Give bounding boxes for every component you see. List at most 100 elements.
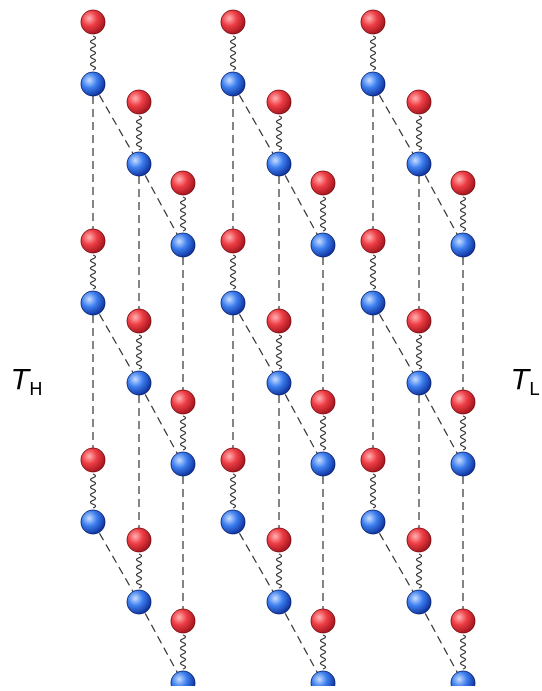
blue-atom	[406, 151, 432, 177]
red-atom	[80, 228, 106, 254]
spring	[415, 553, 423, 589]
bond-diagonal	[418, 163, 464, 246]
red-atom	[220, 228, 246, 254]
bond-lines	[92, 83, 464, 684]
bond-diagonal	[232, 83, 280, 165]
bond-diagonal	[92, 521, 140, 603]
red-atom	[360, 447, 386, 473]
spring	[89, 35, 97, 71]
spring	[319, 196, 327, 232]
red-atom	[310, 170, 336, 196]
spring	[459, 196, 467, 232]
blue-atom	[406, 370, 432, 396]
spring	[135, 553, 143, 589]
blue-atom	[310, 232, 336, 258]
cold-reservoir-label: TL	[512, 363, 540, 400]
blue-atom	[220, 290, 246, 316]
red-atom	[450, 608, 476, 634]
bond-diagonal	[418, 382, 464, 465]
red-atom	[406, 89, 432, 115]
bond-diagonal	[372, 302, 420, 384]
red-atom	[220, 447, 246, 473]
hot-reservoir-label: TH	[12, 363, 43, 400]
bond-diagonal	[92, 83, 140, 165]
red-atom	[310, 389, 336, 415]
bond-diagonal	[372, 521, 420, 603]
blue-atom	[170, 451, 196, 477]
spring	[179, 196, 187, 232]
blue-atom	[80, 290, 106, 316]
blue-atom	[360, 290, 386, 316]
bond-diagonal	[232, 302, 280, 384]
bond-diagonal	[232, 521, 280, 603]
red-atom	[170, 608, 196, 634]
spring	[415, 115, 423, 151]
blue-atom	[450, 451, 476, 477]
blue-atom	[126, 589, 152, 615]
spring	[275, 115, 283, 151]
blue-atom	[266, 370, 292, 396]
spring	[369, 254, 377, 290]
blue-atom	[310, 451, 336, 477]
spring	[135, 115, 143, 151]
blue-atom	[170, 670, 196, 691]
red-atom	[170, 389, 196, 415]
blue-atom	[266, 589, 292, 615]
blue-atom	[310, 670, 336, 691]
spring	[459, 415, 467, 451]
red-atom	[80, 447, 106, 473]
bond-diagonal	[278, 163, 324, 246]
spring	[369, 473, 377, 509]
red-atom	[310, 608, 336, 634]
blue-atom	[80, 71, 106, 97]
red-atom	[406, 527, 432, 553]
bond-diagonal	[418, 601, 464, 684]
red-atom	[220, 9, 246, 35]
blue-atom	[406, 589, 432, 615]
spring	[319, 415, 327, 451]
red-atom	[80, 9, 106, 35]
blue-atom	[126, 151, 152, 177]
blue-atom	[266, 151, 292, 177]
red-atom	[126, 89, 152, 115]
spring	[89, 473, 97, 509]
red-atom	[126, 308, 152, 334]
spring	[89, 254, 97, 290]
red-atom	[406, 308, 432, 334]
red-atom	[266, 308, 292, 334]
red-atom	[360, 9, 386, 35]
red-atom	[266, 527, 292, 553]
bond-diagonal	[372, 83, 420, 165]
blue-atom	[360, 509, 386, 535]
spring	[229, 254, 237, 290]
blue-atom	[80, 509, 106, 535]
bond-diagonal	[138, 163, 184, 246]
blue-atom	[126, 370, 152, 396]
spring	[319, 634, 327, 670]
red-atom	[170, 170, 196, 196]
spring	[275, 553, 283, 589]
spring	[179, 634, 187, 670]
spring	[369, 35, 377, 71]
spring	[179, 415, 187, 451]
red-atom	[360, 228, 386, 254]
bond-diagonal	[138, 601, 184, 684]
bond-diagonal	[278, 601, 324, 684]
spring	[275, 334, 283, 370]
bond-diagonal	[92, 302, 140, 384]
red-atom	[126, 527, 152, 553]
blue-atom	[450, 232, 476, 258]
springs	[89, 35, 467, 670]
red-atom	[450, 170, 476, 196]
spring	[229, 473, 237, 509]
blue-atom	[170, 232, 196, 258]
spring	[459, 634, 467, 670]
blue-atom	[450, 670, 476, 691]
bond-diagonal	[138, 382, 184, 465]
blue-atom	[360, 71, 386, 97]
spring	[415, 334, 423, 370]
bond-diagonal	[278, 382, 324, 465]
red-atom	[450, 389, 476, 415]
